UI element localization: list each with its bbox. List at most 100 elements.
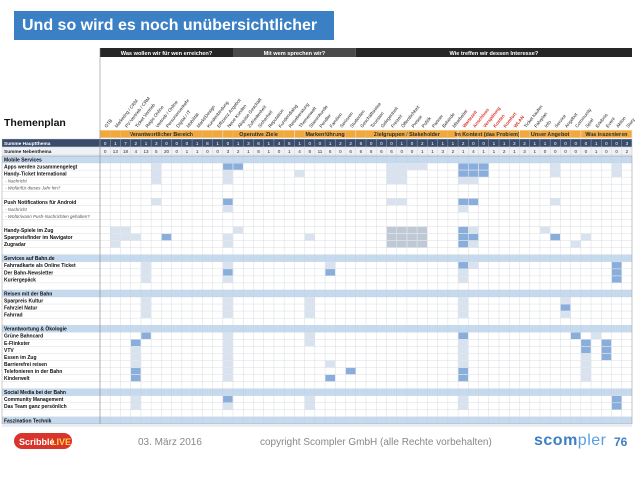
table-row (2, 282, 632, 290)
row-label: E-Flinkster (4, 341, 30, 347)
sum-row-label: Summe Nebenthema (4, 149, 52, 155)
sum-value: 0 (175, 149, 178, 154)
plan-cell (581, 339, 591, 347)
sum-value: 7 (124, 141, 127, 146)
row-label: Fahrrad (4, 313, 23, 319)
sum-value: 1 (186, 149, 189, 154)
sum-value: 0 (401, 149, 404, 154)
logo-right-a: scom (534, 432, 578, 449)
plan-cell (304, 311, 315, 318)
plan-cell (468, 177, 479, 184)
plan-cell (325, 374, 336, 382)
plan-cell (417, 163, 428, 170)
sum-value: 2 (523, 141, 526, 146)
plan-cell (601, 339, 612, 347)
sum-value: 2 (339, 141, 342, 146)
plan-cell (550, 198, 561, 206)
plan-cell (120, 233, 131, 241)
group-header-text: Operative Ziele (239, 132, 278, 138)
sum-value: 1 (196, 149, 199, 154)
row-label: Services auf Bahn.de (4, 256, 55, 262)
plan-cell (468, 240, 479, 248)
plan-cell (581, 367, 591, 375)
table-row (2, 339, 632, 347)
plan-cell (386, 177, 397, 184)
plan-title: Themenplan (4, 117, 66, 129)
row-label: - Wofür/für dieses Jahr hin? (5, 186, 61, 191)
sum-value: 1 (595, 141, 598, 146)
sum-value: 1 (441, 141, 444, 146)
table-row (2, 367, 632, 375)
sum-value: 1 (114, 141, 117, 146)
plan-cell (458, 276, 469, 283)
row-label: Reisen mit der Bahn (4, 291, 52, 297)
row-label: - Wofür/wann Push-Nachrichten gehalten? (5, 214, 90, 219)
sum-value: 3 (626, 141, 629, 146)
plan-cell (223, 233, 233, 241)
row-label: Fahrradkarte als Online Ticket (4, 263, 76, 269)
plan-cell (223, 297, 233, 304)
sum-value: 1 (247, 149, 250, 154)
plan-cell (550, 233, 561, 241)
table-row (2, 212, 632, 220)
plan-cell (223, 240, 233, 248)
plan-cell (458, 367, 469, 375)
plan-cell (417, 233, 428, 241)
sum-value: 0 (615, 141, 618, 146)
plan-cell (223, 276, 233, 283)
plan-cell (141, 311, 151, 318)
plan-cell (304, 297, 315, 304)
sum-value: 1 (298, 141, 301, 146)
plan-cell (223, 346, 233, 354)
row-label: Grüne Bahncard (4, 334, 43, 340)
column-label: Politik (421, 115, 433, 128)
column-label: GTB (103, 118, 113, 129)
plan-cell (458, 297, 469, 304)
table-row (2, 163, 632, 171)
sum-value: 6 (349, 149, 352, 154)
plan-cell (223, 360, 233, 368)
table-row (2, 402, 632, 410)
plan-cell (130, 403, 141, 410)
plan-cell (304, 403, 315, 410)
sum-value: 1 (431, 149, 434, 154)
plan-cell (570, 332, 581, 339)
plan-cell (141, 262, 151, 269)
sum-value: 1 (237, 141, 240, 146)
sum-value: 13 (113, 149, 119, 154)
plan-cell (458, 240, 469, 248)
sum-value: 0 (319, 141, 322, 146)
plan-cell (304, 233, 315, 241)
plan-cell (560, 304, 571, 311)
group-header-text: Was inszenieren (585, 132, 627, 138)
plan-cell (396, 177, 407, 184)
plan-cell (396, 163, 407, 170)
table-row (2, 325, 632, 333)
row-label: Handy-Spiele im Zug (4, 228, 53, 234)
sum-value: 4 (135, 149, 138, 154)
sum-value: 1 (288, 149, 291, 154)
table-row (2, 205, 632, 213)
row-label: Der Bahn-Newsletter (4, 270, 53, 276)
plan-cell (581, 374, 591, 382)
table-row (2, 304, 632, 312)
sum-value: 1 (401, 141, 404, 146)
plan-cell (151, 177, 162, 184)
plan-cell (468, 226, 479, 234)
sum-value: 1 (216, 141, 219, 146)
sum-value: 5 (155, 149, 158, 154)
plan-cell (325, 360, 336, 368)
plan-cell (581, 353, 591, 361)
table-row (2, 381, 632, 389)
sum-value: 6 (360, 141, 363, 146)
plan-cell (110, 233, 121, 241)
sum-value: 2 (513, 141, 516, 146)
table-row (2, 416, 632, 424)
sum-value: 1 (268, 141, 271, 146)
plan-cell (130, 346, 141, 354)
row-label: Handy-Ticket International (4, 172, 67, 178)
sum-value: 6 (257, 141, 260, 146)
plan-cell (396, 170, 407, 177)
plan-cell (458, 396, 469, 403)
plan-cell (550, 163, 561, 170)
